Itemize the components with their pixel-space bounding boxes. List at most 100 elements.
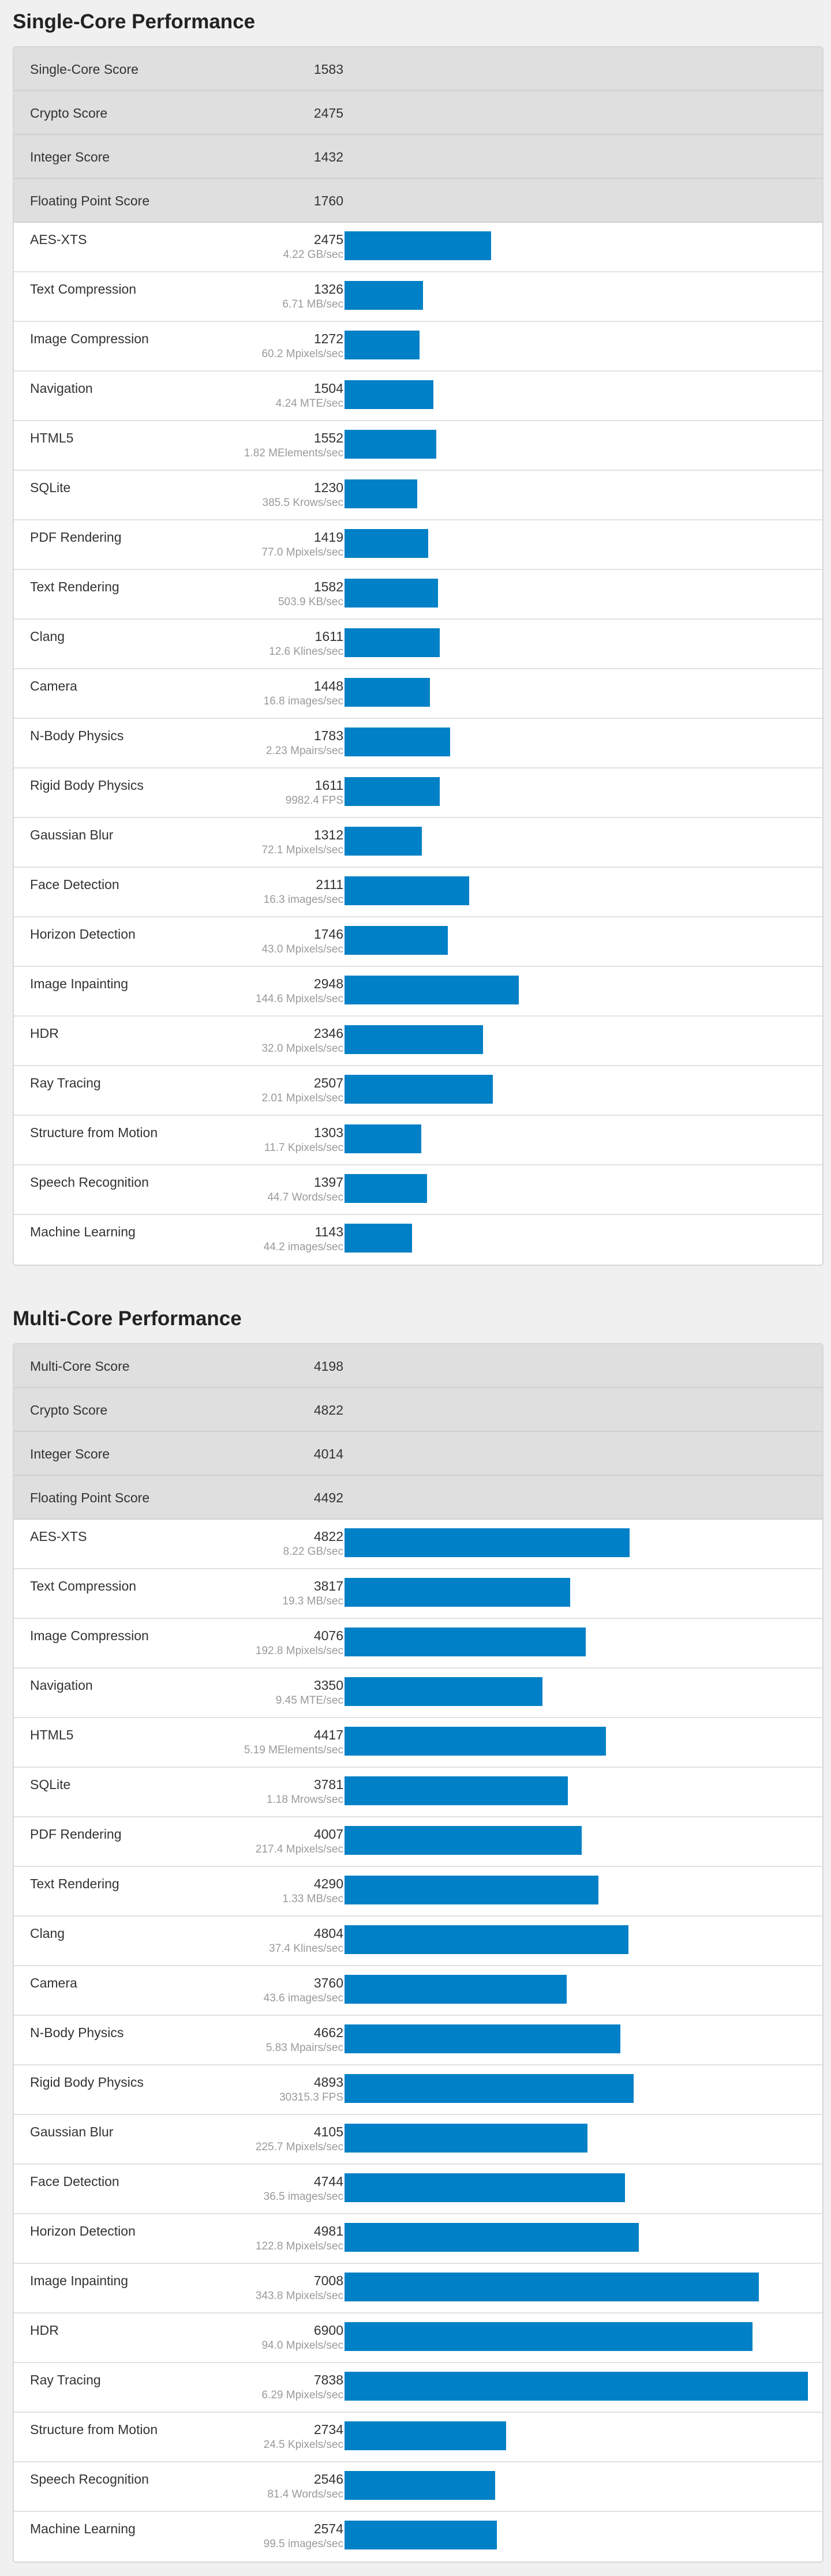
benchmark-name: Gaussian Blur: [30, 2124, 114, 2139]
benchmark-score: 4822: [313, 1529, 343, 1544]
benchmark-score: 1504: [313, 381, 343, 396]
summary-score-row: Integer Score 1432: [14, 135, 822, 179]
benchmark-throughput: 385.5 Krows/sec: [262, 497, 343, 509]
summary-score-value: 4198: [313, 1359, 343, 1374]
benchmark-throughput: 192.8 Mpixels/sec: [255, 1645, 343, 1657]
benchmark-name: Structure from Motion: [30, 1125, 158, 1140]
benchmark-score: 1746: [313, 927, 343, 942]
score-bar: [345, 777, 440, 806]
benchmark-row: Horizon Detection 1746 43.0 Mpixels/sec: [14, 917, 822, 967]
score-bar: [345, 1826, 582, 1855]
summary-score-row: Integer Score 4014: [14, 1432, 822, 1476]
score-bar: [345, 380, 433, 409]
benchmark-throughput: 2.23 Mpairs/sec: [265, 745, 343, 757]
benchmark-name: N-Body Physics: [30, 728, 124, 743]
benchmark-throughput: 43.6 images/sec: [263, 1992, 343, 2004]
benchmark-name: Clang: [30, 1926, 65, 1941]
score-bar: [345, 1727, 606, 1756]
benchmark-name: SQLite: [30, 1777, 71, 1792]
benchmark-score: 4417: [313, 1727, 343, 1742]
benchmark-name: Horizon Detection: [30, 927, 136, 942]
summary-score-row: Floating Point Score 1760: [14, 179, 822, 223]
benchmark-name: Navigation: [30, 381, 93, 396]
benchmark-score: 2111: [316, 877, 343, 892]
benchmark-throughput: 1.82 MElements/sec: [244, 447, 343, 459]
summary-score-value: 1583: [313, 62, 343, 77]
benchmark-row: Clang 1611 12.6 Klines/sec: [14, 620, 822, 669]
benchmark-throughput: 24.5 Kpixels/sec: [263, 2439, 343, 2451]
score-bar: [345, 2521, 497, 2549]
benchmark-score: 1611: [315, 629, 343, 644]
benchmark-name: Machine Learning: [30, 1224, 136, 1239]
benchmark-name: Camera: [30, 1975, 77, 1990]
benchmark-score: 2546: [313, 2472, 343, 2487]
section-title: Single-Core Performance: [13, 10, 256, 33]
score-bar: [345, 1224, 412, 1253]
benchmark-row: Text Compression 3817 19.3 MB/sec: [14, 1569, 822, 1619]
benchmark-name: Machine Learning: [30, 2521, 136, 2536]
benchmark-throughput: 217.4 Mpixels/sec: [255, 1843, 343, 1855]
summary-score-row: Floating Point Score 4492: [14, 1476, 822, 1520]
benchmark-name: N-Body Physics: [30, 2025, 124, 2040]
benchmark-throughput: 343.8 Mpixels/sec: [255, 2290, 343, 2302]
benchmark-score: 4290: [313, 1876, 343, 1891]
score-bar: [345, 479, 417, 508]
benchmark-name: Ray Tracing: [30, 1075, 101, 1090]
benchmark-row: SQLite 3781 1.18 Mrows/sec: [14, 1768, 822, 1817]
summary-score-label: Multi-Core Score: [30, 1359, 130, 1374]
summary-score-value: 2475: [313, 106, 343, 121]
benchmark-row: Rigid Body Physics 1611 9982.4 FPS: [14, 768, 822, 818]
benchmark-name: AES-XTS: [30, 232, 87, 247]
benchmark-throughput: 6.71 MB/sec: [282, 298, 343, 310]
benchmark-row: Rigid Body Physics 4893 30315.3 FPS: [14, 2065, 822, 2115]
score-bar: [345, 1677, 542, 1706]
benchmark-score: 6900: [313, 2323, 343, 2338]
benchmark-name: Face Detection: [30, 877, 119, 892]
benchmark-throughput: 30315.3 FPS: [279, 2091, 343, 2103]
score-bar: [345, 827, 422, 856]
benchmark-row: N-Body Physics 4662 5.83 Mpairs/sec: [14, 2016, 822, 2065]
benchmark-name: Camera: [30, 678, 77, 693]
benchmark-row: HTML5 1552 1.82 MElements/sec: [14, 421, 822, 471]
benchmark-name: Image Compression: [30, 331, 149, 346]
benchmark-row: Text Compression 1326 6.71 MB/sec: [14, 272, 822, 322]
benchmark-score: 1230: [313, 480, 343, 495]
score-bar: [345, 231, 491, 260]
benchmark-name: Image Inpainting: [30, 2273, 129, 2288]
benchmark-score: 4981: [313, 2223, 343, 2238]
benchmark-score: 4744: [313, 2174, 343, 2189]
score-bar: [345, 628, 440, 657]
benchmark-row: Face Detection 4744 36.5 images/sec: [14, 2165, 822, 2214]
benchmark-score: 3350: [313, 1678, 343, 1693]
score-bar: [345, 1528, 630, 1557]
benchmark-row: Gaussian Blur 1312 72.1 Mpixels/sec: [14, 818, 822, 868]
benchmark-row: HTML5 4417 5.19 MElements/sec: [14, 1718, 822, 1768]
benchmark-throughput: 6.29 Mpixels/sec: [261, 2389, 343, 2401]
benchmark-throughput: 37.4 Klines/sec: [269, 1943, 343, 1955]
benchmark-name: PDF Rendering: [30, 530, 122, 545]
benchmark-throughput: 4.22 GB/sec: [283, 249, 343, 261]
summary-score-value: 1760: [313, 193, 343, 208]
benchmark-name: Navigation: [30, 1678, 93, 1693]
benchmark-row: Speech Recognition 1397 44.7 Words/sec: [14, 1165, 822, 1215]
score-bar: [345, 579, 438, 608]
benchmark-row: Navigation 1504 4.24 MTE/sec: [14, 372, 822, 421]
benchmark-score: 1143: [315, 1224, 343, 1239]
benchmark-name: Horizon Detection: [30, 2223, 136, 2238]
benchmark-row: Machine Learning 2574 99.5 images/sec: [14, 2512, 822, 2562]
score-bar: [345, 2124, 587, 2153]
score-bar: [345, 926, 448, 955]
benchmark-row: HDR 2346 32.0 Mpixels/sec: [14, 1017, 822, 1066]
score-bar: [345, 1174, 427, 1203]
benchmark-score: 2475: [313, 232, 343, 247]
benchmark-row: Face Detection 2111 16.3 images/sec: [14, 868, 822, 917]
benchmark-row: Image Inpainting 2948 144.6 Mpixels/sec: [14, 967, 822, 1017]
benchmark-row: Speech Recognition 2546 81.4 Words/sec: [14, 2462, 822, 2512]
benchmark-row: Camera 1448 16.8 images/sec: [14, 669, 822, 719]
benchmark-throughput: 8.22 GB/sec: [283, 1546, 343, 1558]
benchmark-name: Text Rendering: [30, 1876, 119, 1891]
benchmark-score: 1419: [313, 530, 343, 545]
benchmark-score: 2948: [313, 976, 343, 991]
benchmark-score: 1611: [315, 778, 343, 793]
benchmark-throughput: 5.19 MElements/sec: [244, 1744, 343, 1756]
